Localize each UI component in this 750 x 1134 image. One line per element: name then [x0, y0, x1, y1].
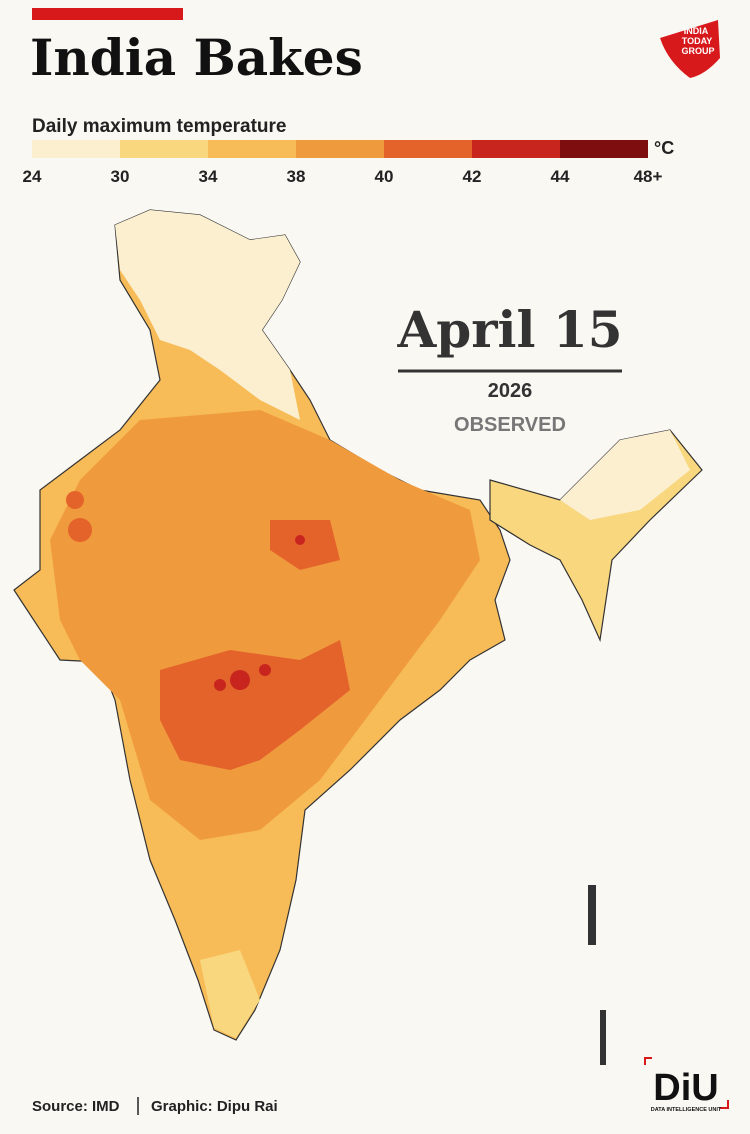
title: India Bakes	[30, 28, 363, 87]
credit: Graphic: Dipu Rai	[151, 1098, 278, 1115]
legend-swatch	[208, 140, 296, 158]
source: Source: IMD	[32, 1098, 120, 1115]
legend-unit: °C	[654, 138, 674, 158]
legend: 24 30 34 38 40 42 44 48+	[23, 140, 663, 186]
unit-logo: DiU DATA INTELLIGENCE UNIT	[644, 1057, 729, 1113]
accent-bar	[32, 8, 183, 20]
unit-logo-full: DATA INTELLIGENCE UNIT	[651, 1107, 722, 1113]
legend-swatch	[472, 140, 560, 158]
legend-tick-label: 24	[23, 167, 42, 186]
date-status: OBSERVED	[454, 414, 566, 436]
legend-tick-label: 34	[199, 167, 218, 186]
logo-text: INDIA	[684, 26, 709, 36]
logo-text: TODAY	[682, 36, 713, 46]
legend-swatch	[560, 140, 648, 158]
legend-swatch	[296, 140, 384, 158]
legend-tick-label: 44	[551, 167, 570, 186]
legend-tick-label: 48+	[634, 167, 663, 186]
date-year: 2026	[488, 380, 533, 402]
legend-title: Daily maximum temperature	[32, 116, 287, 137]
unit-logo-text: DiU	[653, 1067, 718, 1109]
legend-tick-label: 30	[111, 167, 130, 186]
map	[13, 209, 703, 1065]
legend-tick-label: 42	[463, 167, 482, 186]
date-day: April 15	[396, 300, 622, 359]
legend-swatch	[384, 140, 472, 158]
logo-text: GROUP	[681, 46, 714, 56]
legend-swatch	[32, 140, 120, 158]
legend-tick-label: 40	[375, 167, 394, 186]
legend-swatch	[120, 140, 208, 158]
legend-tick-label: 38	[287, 167, 306, 186]
publisher-logo: INDIA TODAY GROUP	[660, 20, 720, 78]
